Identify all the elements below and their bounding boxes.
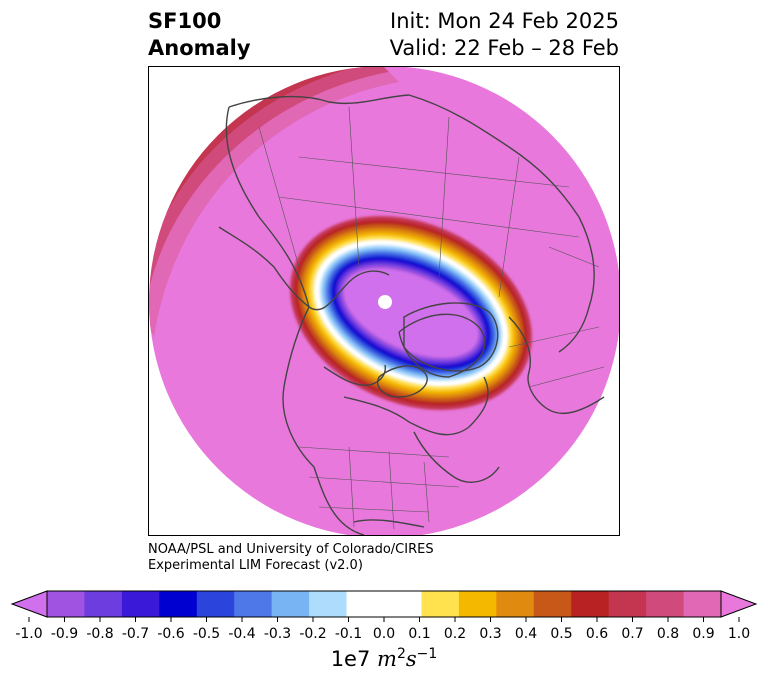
colorbar-tick-label: 0.6 [585, 626, 609, 642]
colorbar-segment [384, 591, 423, 617]
colorbar-segment [159, 591, 198, 617]
colorbar-tick-label: 0.0 [372, 626, 396, 642]
colorbar-segment [533, 591, 572, 617]
country-borders [258, 106, 605, 530]
positive-edge-band-mid [149, 67, 389, 317]
colorbar-segment [496, 591, 535, 617]
colorbar-tick-label: 0.4 [514, 626, 538, 642]
colorbar-tick-label: 1.0 [727, 626, 751, 642]
colorbar-segment [121, 591, 160, 617]
credit-product: Experimental LIM Forecast (v2.0) [148, 558, 363, 573]
colorbar-segment [458, 591, 497, 617]
colorbar-tick-marks [28, 617, 740, 622]
colorbar-tick-label: -0.6 [157, 626, 185, 642]
colorbar-segment [571, 591, 610, 617]
colorbar-unit-label: 1e7 m2s−1 [0, 646, 768, 671]
colorbar-segment [421, 591, 460, 617]
title-field-type: Anomaly [148, 36, 251, 60]
colorbar-segment [271, 591, 310, 617]
colorbar-tick-label: -0.9 [50, 626, 79, 642]
colorbar-tick-label: 0.2 [443, 626, 467, 642]
colorbar-segment [646, 591, 685, 617]
colorbar-segment [47, 591, 86, 617]
colorbar-segment [84, 591, 123, 617]
title-right: Init: Mon 24 Feb 2025 Valid: 22 Feb – 28… [390, 8, 619, 62]
title-left: SF100 Anomaly [148, 8, 251, 62]
unit-meter: m [377, 647, 397, 671]
map-panel [148, 66, 620, 536]
colorbar-tick-label: -0.3 [263, 626, 292, 642]
anomaly-map [149, 67, 619, 535]
colorbar-segment [346, 591, 385, 617]
title-init-date: Init: Mon 24 Feb 2025 [390, 9, 619, 33]
colorbar-tick-label: -0.7 [121, 626, 150, 642]
colorbar-tick-label: -0.5 [192, 626, 221, 642]
unit-second: s [405, 647, 417, 671]
colorbar-tick-label: 0.3 [479, 626, 502, 642]
colorbar-tick-labels: -1.0 -0.9 -0.8 -0.7 -0.6 -0.5 -0.4 -0.3 -0.2 -0.1… [0, 626, 768, 646]
unit-meter-exponent: 2 [396, 646, 406, 662]
colorbar-tick-label: -1.0 [15, 626, 43, 642]
unit-scale: 1e7 [330, 647, 371, 671]
north-pole-marker [378, 295, 392, 309]
title-valid-range: Valid: 22 Feb – 28 Feb [389, 36, 619, 60]
colorbar-tick-label: -0.4 [228, 626, 256, 642]
colorbar-tick-label: -0.8 [86, 626, 114, 642]
unit-second-exponent: −1 [416, 646, 438, 662]
colorbar-segment [683, 591, 722, 617]
colorbar-tick-label: 0.8 [656, 626, 680, 642]
colorbar-tick-label: 0.5 [550, 626, 573, 642]
colorbar-tick-label: -0.2 [299, 626, 327, 642]
colorbar-under-triangle [10, 590, 48, 618]
credit-institution: NOAA/PSL and University of Colorado/CIRE… [148, 542, 434, 557]
colorbar [10, 590, 758, 622]
colorbar-tick-label: -0.1 [334, 626, 363, 642]
colorbar-segment [309, 591, 348, 617]
colorbar-over-triangle [720, 590, 758, 618]
credit-block: NOAA/PSL and University of Colorado/CIRE… [148, 542, 434, 574]
colorbar-segment [234, 591, 273, 617]
title-variable: SF100 [148, 9, 222, 33]
coastlines [218, 94, 605, 535]
positive-edge-band-inner [149, 72, 399, 337]
colorbar-segment [608, 591, 647, 617]
colorbar-segment [196, 591, 235, 617]
colorbar-tick-label: 0.9 [692, 626, 715, 642]
colorbar-tick-label: 0.7 [621, 626, 644, 642]
colorbar-tick-label: 0.1 [408, 626, 431, 642]
colorbar-segments [47, 591, 722, 617]
